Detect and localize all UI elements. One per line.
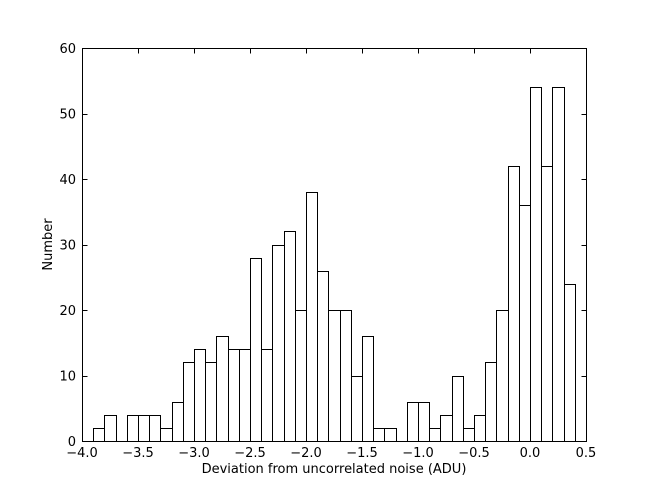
axis-ticks: −4.0 −3.5 −3.0 −2.5 −2.0 −1.5 −1.0 −0.5 0.0 0.5 0 1… [59, 42, 596, 461]
histogram-bar [328, 310, 341, 442]
histogram-bar [496, 310, 509, 442]
y-tick-label: 30 [59, 239, 76, 254]
histogram-bar [440, 415, 453, 442]
histogram-bar [205, 362, 217, 442]
histogram-bar [149, 415, 161, 442]
histogram-bar [239, 349, 251, 442]
x-tick-label: −1.0 [402, 446, 434, 461]
histogram-bars [93, 87, 576, 442]
histogram-bar [541, 166, 553, 442]
x-tick-label: 0.0 [520, 446, 541, 461]
histogram-bar [351, 376, 363, 442]
histogram-bar [127, 415, 139, 442]
y-tick-label: 0 [68, 435, 76, 450]
histogram-bar [228, 349, 240, 442]
x-tick-label: −3.5 [122, 446, 154, 461]
x-tick-label: −2.0 [290, 446, 322, 461]
histogram-bar [216, 336, 229, 442]
histogram-bar [429, 428, 441, 442]
histogram-bar [418, 402, 430, 442]
x-tick-label: −2.5 [234, 446, 266, 461]
histogram-bar [261, 349, 273, 442]
x-tick-label: −1.5 [346, 446, 378, 461]
histogram-bar [508, 166, 520, 442]
histogram-bar [384, 428, 397, 442]
y-tick-label: 50 [59, 108, 76, 123]
histogram-bar [519, 205, 531, 442]
y-tick-label: 20 [59, 304, 76, 319]
y-tick-label: 60 [59, 42, 76, 57]
histogram-bar [183, 362, 195, 442]
y-tick-label: 10 [59, 370, 76, 385]
histogram-bar [284, 231, 296, 442]
histogram-bar [306, 192, 318, 442]
histogram-bar [138, 415, 150, 442]
x-axis-label: Deviation from uncorrelated noise (ADU) [202, 462, 467, 477]
histogram-bar [104, 415, 117, 442]
histogram-bar [362, 336, 374, 442]
histogram-bar [530, 87, 542, 442]
histogram-bar [160, 428, 173, 442]
x-tick-label: −0.5 [458, 446, 490, 461]
histogram-bar [552, 87, 565, 442]
histogram-bar [172, 402, 184, 442]
x-tick-label: −3.0 [178, 446, 210, 461]
x-tick-label: −4.0 [66, 446, 98, 461]
histogram-bar [373, 428, 385, 442]
histogram-bar [452, 376, 464, 442]
histogram-bar [564, 284, 576, 442]
histogram-bar [340, 310, 352, 442]
histogram-bar [93, 428, 105, 442]
histogram-bar [194, 349, 206, 442]
histogram-bar [463, 428, 475, 442]
y-tick-label: 40 [59, 173, 76, 188]
histogram-bar [272, 245, 285, 442]
histogram-bar [407, 402, 419, 442]
histogram-bar [317, 271, 329, 442]
histogram-bar [295, 310, 307, 442]
x-tick-label: 0.5 [576, 446, 597, 461]
histogram-bar [250, 258, 262, 442]
y-axis-label: Number [41, 218, 56, 271]
histogram-bar [474, 415, 486, 442]
histogram-bar [485, 362, 497, 442]
